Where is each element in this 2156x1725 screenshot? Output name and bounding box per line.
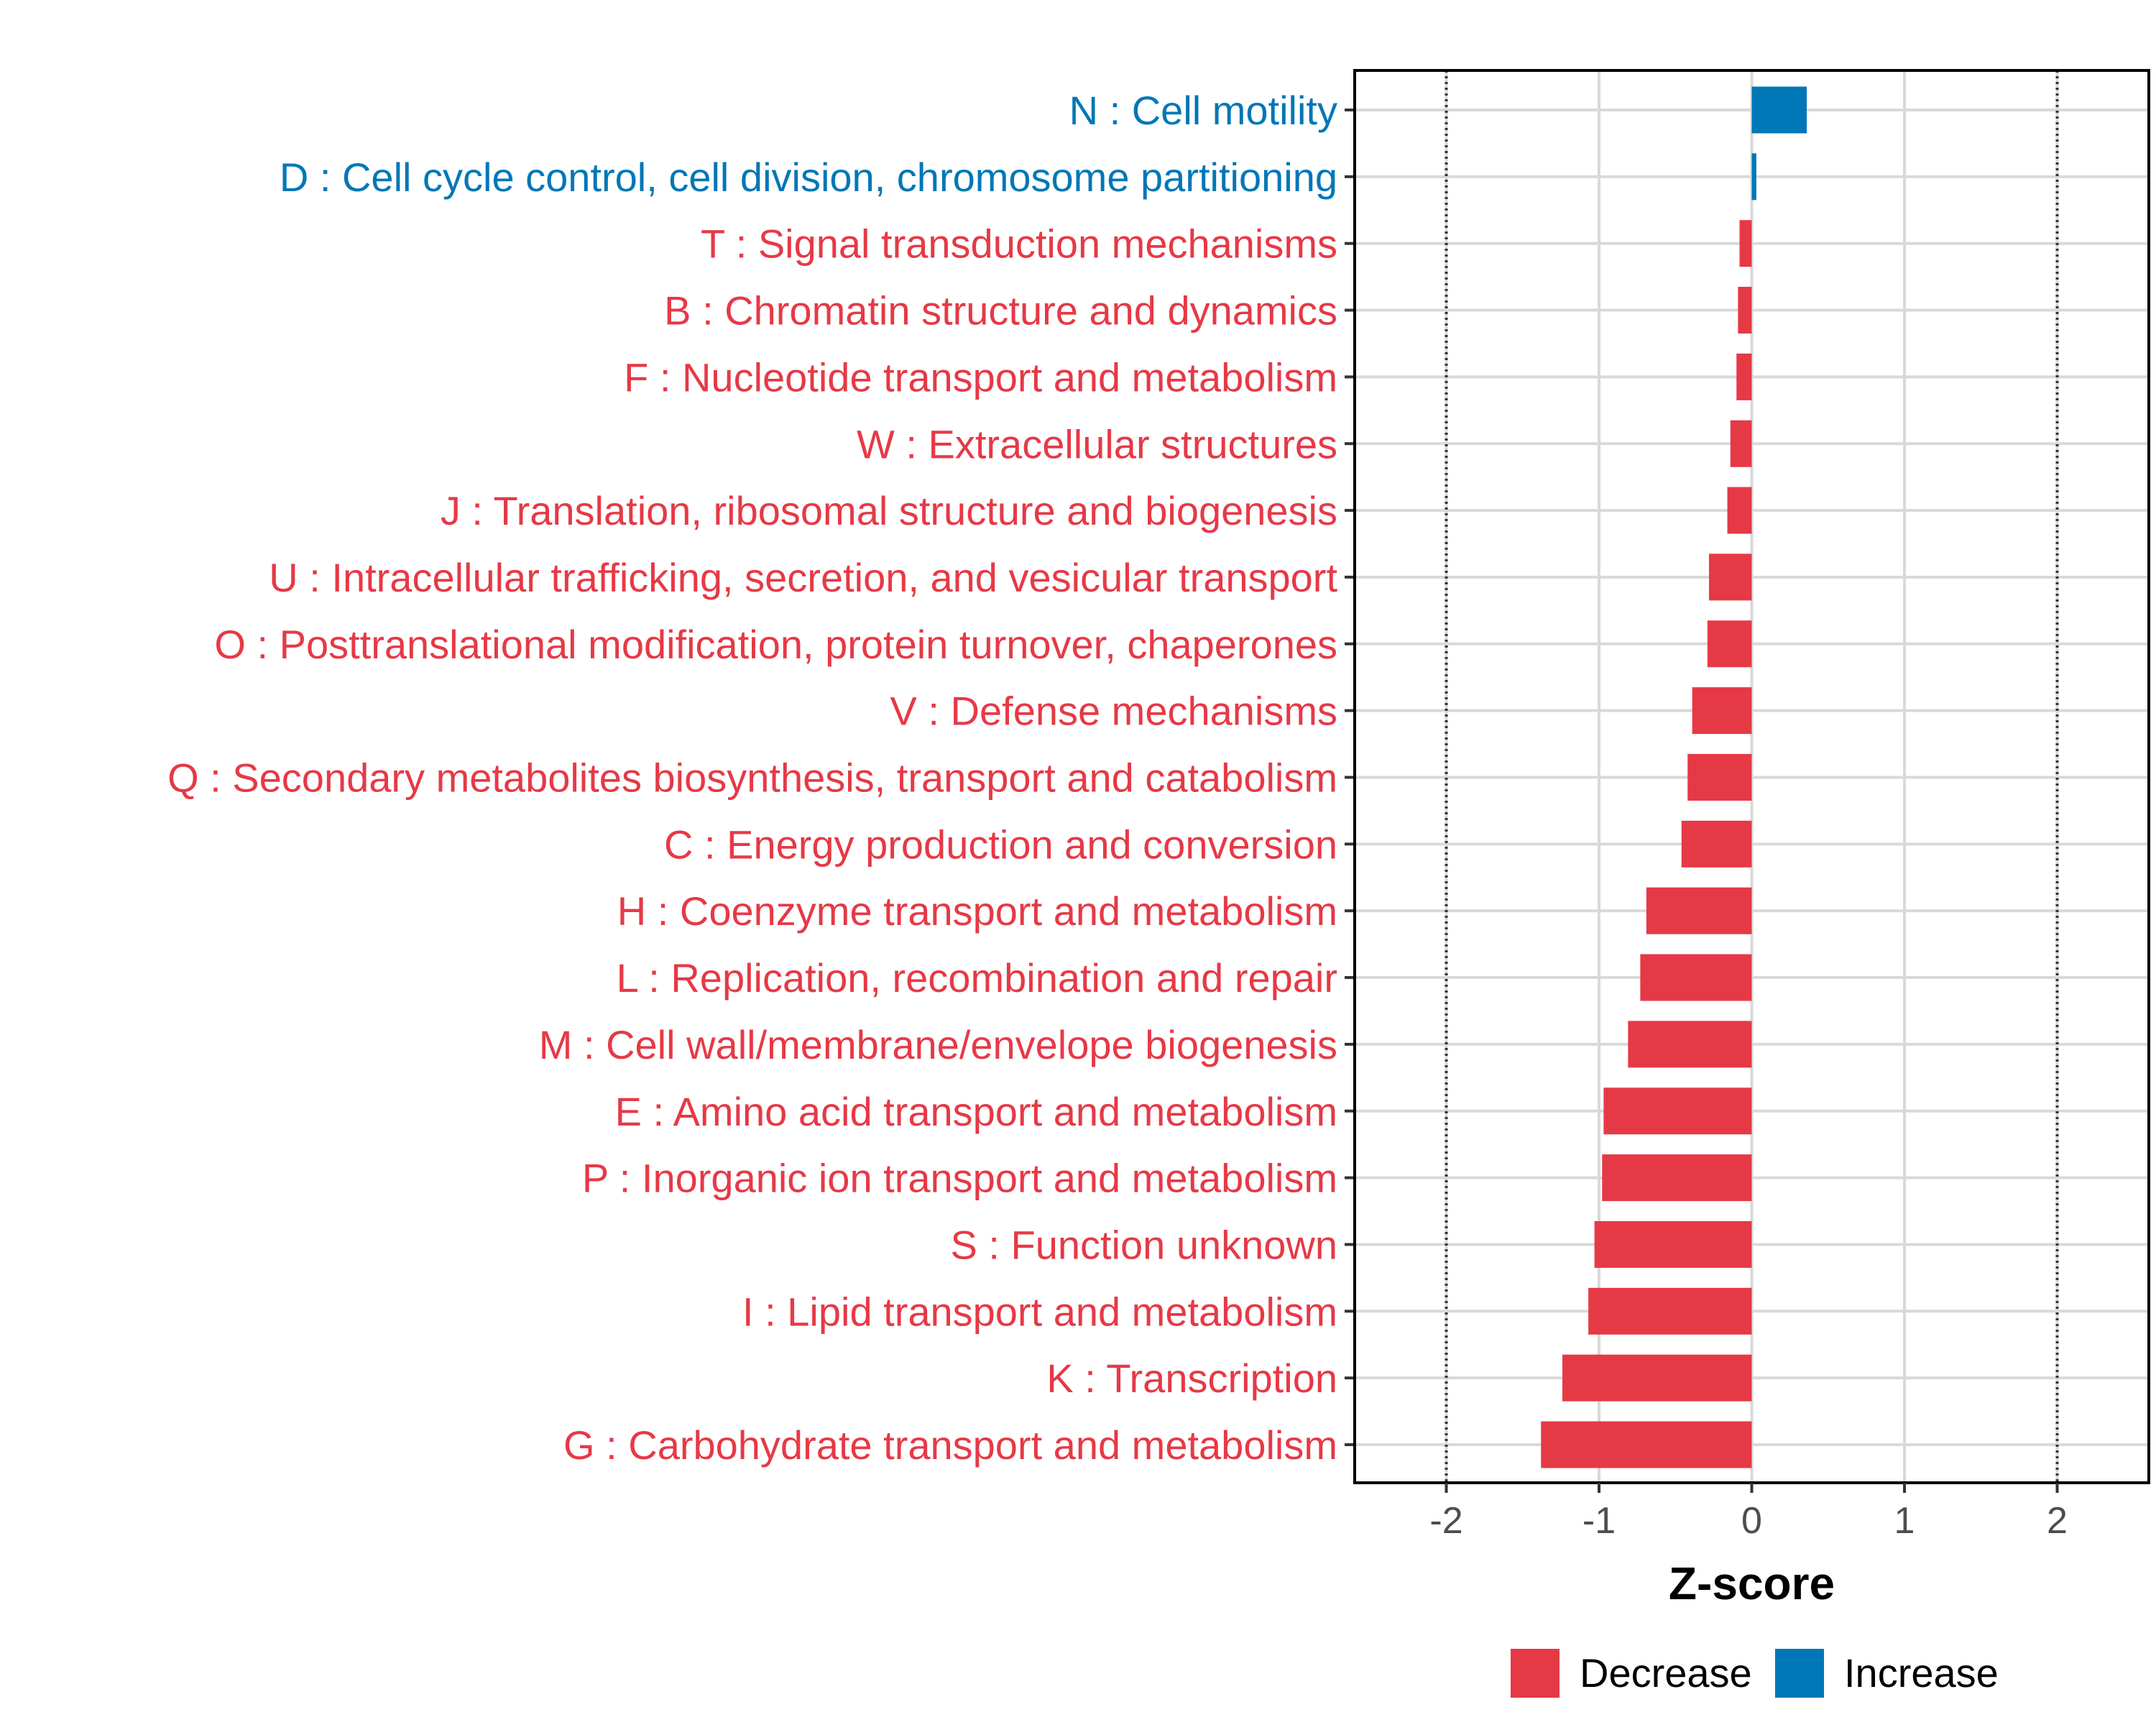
bar <box>1692 687 1752 735</box>
category-label: W : Extracellular structures <box>857 421 1337 466</box>
category-label: D : Cell cycle control, cell division, c… <box>280 155 1337 200</box>
bar <box>1727 487 1752 534</box>
bar <box>1588 1287 1752 1335</box>
bar <box>1562 1354 1752 1402</box>
x-axis: -2 -1 0 1 2 <box>1353 69 2150 1542</box>
category-label: C : Energy production and conversion <box>664 822 1337 867</box>
bar <box>1646 887 1752 934</box>
category-label: N : Cell motility <box>1069 88 1337 133</box>
category-label: H : Coenzyme transport and metabolism <box>617 888 1337 934</box>
bar <box>1681 820 1752 868</box>
x-tick-label: 2 <box>2047 1500 2068 1542</box>
bar <box>1751 153 1756 201</box>
legend-label: Increase <box>1844 1650 1999 1696</box>
x-axis-title: Z-score <box>1669 1558 1835 1609</box>
bar <box>1751 86 1807 134</box>
category-label: V : Defense mechanisms <box>890 689 1337 734</box>
bar <box>1541 1421 1752 1468</box>
bar <box>1687 754 1752 801</box>
x-tick-label: -2 <box>1429 1500 1462 1542</box>
category-label: I : Lipid transport and metabolism <box>742 1289 1337 1334</box>
category-label: B : Chromatin structure and dynamics <box>664 288 1337 334</box>
category-label: J : Translation, ribosomal structure and… <box>441 488 1337 533</box>
bars-layer <box>1541 86 1807 1468</box>
category-label: G : Carbohydrate transport and metabolis… <box>563 1422 1337 1468</box>
bar <box>1707 620 1752 668</box>
category-label: E : Amino acid transport and metabolism <box>615 1089 1337 1134</box>
category-label: U : Intracellular trafficking, secretion… <box>269 555 1337 600</box>
bar <box>1709 553 1752 601</box>
bar <box>1628 1021 1752 1068</box>
legend-swatch <box>1511 1649 1560 1698</box>
bar <box>1730 420 1752 467</box>
x-tick-label: 1 <box>1894 1500 1915 1542</box>
category-label: S : Function unknown <box>950 1222 1337 1267</box>
bar <box>1739 220 1752 267</box>
category-label: T : Signal transduction mechanisms <box>701 221 1337 267</box>
category-labels: N : Cell motility D : Cell cycle control,… <box>167 88 1355 1468</box>
bar <box>1738 287 1752 334</box>
bar <box>1640 954 1752 1001</box>
legend-swatch <box>1775 1649 1824 1698</box>
legend: Decrease Increase <box>1511 1649 1999 1698</box>
bar <box>1603 1087 1752 1135</box>
bar <box>1594 1220 1752 1268</box>
category-label: M : Cell wall/membrane/envelope biogenes… <box>539 1022 1337 1067</box>
bar <box>1736 353 1752 400</box>
legend-label: Decrease <box>1580 1650 1752 1696</box>
category-label: O : Posttranslational modification, prot… <box>214 622 1337 667</box>
bar <box>1602 1154 1752 1202</box>
category-label: F : Nucleotide transport and metabolism <box>624 354 1337 400</box>
x-tick-label: 0 <box>1741 1500 1762 1542</box>
x-tick-label: -1 <box>1583 1500 1616 1542</box>
category-label: Q : Secondary metabolites biosynthesis, … <box>167 755 1337 801</box>
category-label: L : Replication, recombination and repai… <box>617 955 1337 1000</box>
category-label: K : Transcription <box>1046 1356 1337 1401</box>
category-label: P : Inorganic ion transport and metaboli… <box>582 1156 1337 1201</box>
